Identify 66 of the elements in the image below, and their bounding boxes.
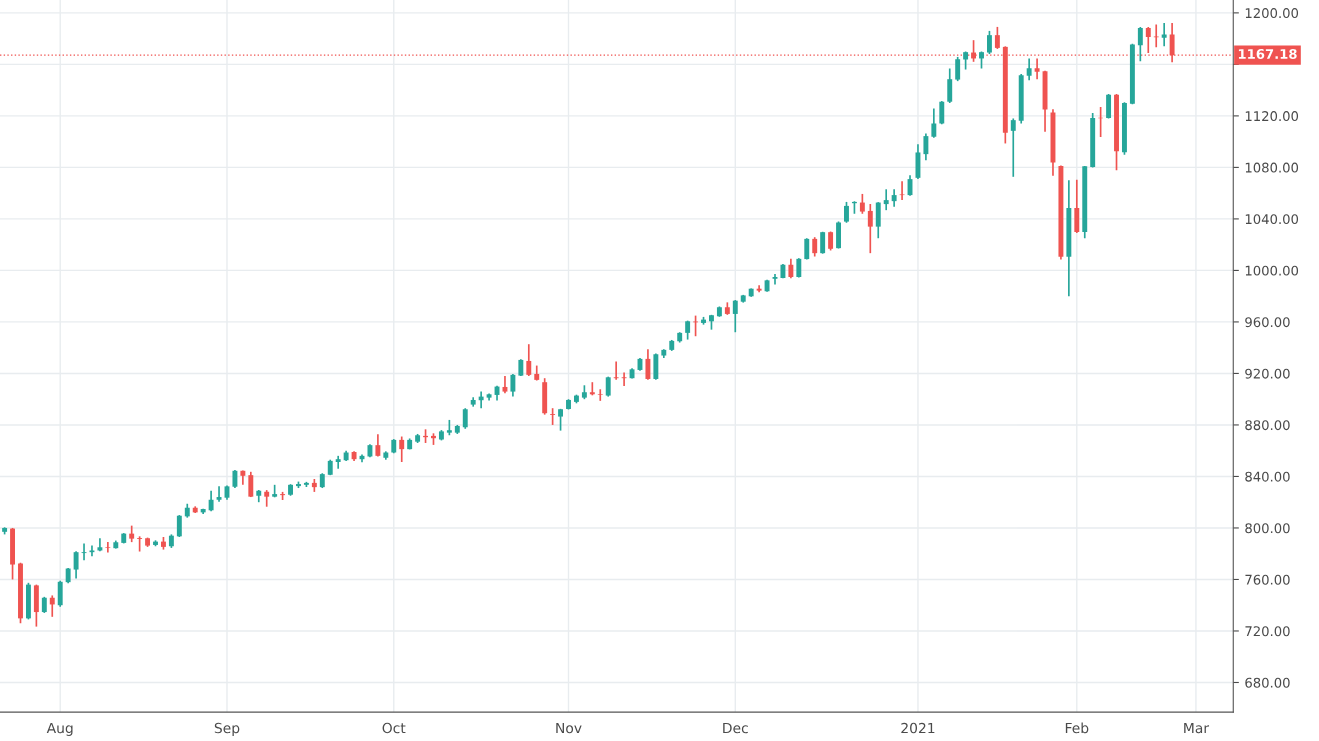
candlestick — [955, 56, 961, 82]
y-tick-label: 1080.00 — [1245, 162, 1299, 173]
candlestick — [57, 579, 63, 608]
y-tick-label: 680.00 — [1245, 677, 1290, 688]
candlestick — [216, 485, 222, 503]
y-tick-label: 760.00 — [1245, 574, 1290, 585]
candlestick — [73, 550, 79, 580]
candlestick — [1106, 93, 1112, 120]
candlestick — [176, 514, 182, 538]
y-tick-label: 1120.00 — [1245, 111, 1299, 122]
candlestick — [232, 469, 238, 489]
candlestick — [986, 30, 992, 55]
x-tick-label: Oct — [382, 722, 406, 734]
y-tick-label: 720.00 — [1245, 626, 1290, 637]
x-tick-label: Nov — [556, 722, 582, 734]
candlestick — [788, 257, 794, 279]
y-tick-label: 840.00 — [1245, 471, 1290, 482]
y-tick-label: 960.00 — [1245, 317, 1290, 328]
candlestick — [613, 360, 619, 381]
candlestick — [812, 236, 818, 258]
candlestick — [399, 435, 405, 463]
y-tick-label: 920.00 — [1245, 368, 1290, 379]
y-tick-label: 800.00 — [1245, 523, 1290, 534]
candlestick — [844, 201, 849, 224]
candlestick — [939, 100, 945, 126]
candlestick — [899, 180, 905, 201]
candlestick — [867, 203, 873, 254]
candlestick — [462, 407, 468, 430]
x-tick-label: Dec — [723, 722, 748, 734]
candlestick — [859, 193, 865, 215]
x-tick-label: Sep — [214, 722, 240, 736]
y-tick-label: 1040.00 — [1245, 214, 1299, 225]
y-tick-label: 1000.00 — [1245, 265, 1299, 276]
candlestick — [49, 594, 55, 618]
x-tick-label: Feb — [1065, 722, 1089, 734]
candlestick — [1026, 57, 1032, 82]
candlestick — [1137, 26, 1143, 63]
candlestick — [526, 343, 532, 377]
candlestick — [81, 542, 87, 561]
candlestick — [621, 371, 627, 387]
candlestick — [994, 26, 1000, 50]
candlestick — [1161, 22, 1167, 48]
ref-line-label: 1167.18 — [1238, 48, 1297, 59]
candlestick — [1034, 57, 1040, 81]
candlestick — [597, 388, 603, 402]
y-tick-label: 1200.00 — [1245, 8, 1299, 19]
x-tick-label: 2021 — [901, 722, 935, 734]
candlestick — [883, 188, 889, 211]
candlestick — [796, 257, 802, 279]
candlestick — [589, 381, 595, 397]
x-tick-label: Aug — [46, 722, 73, 736]
candlestick — [335, 455, 341, 470]
candlestick — [1010, 117, 1016, 178]
candlestick — [645, 348, 651, 381]
candlestick — [947, 67, 953, 104]
y-tick-label: 880.00 — [1245, 420, 1290, 431]
candlestick — [923, 132, 929, 162]
candlestick — [931, 107, 937, 139]
candlestick — [97, 537, 103, 552]
candlestick — [732, 299, 738, 334]
candlestick — [248, 470, 254, 498]
x-tick-label: Mar — [1184, 722, 1210, 734]
candlestick — [105, 541, 111, 554]
candlestick — [208, 489, 214, 513]
candlestick — [510, 373, 516, 398]
candlestick — [1074, 178, 1080, 234]
